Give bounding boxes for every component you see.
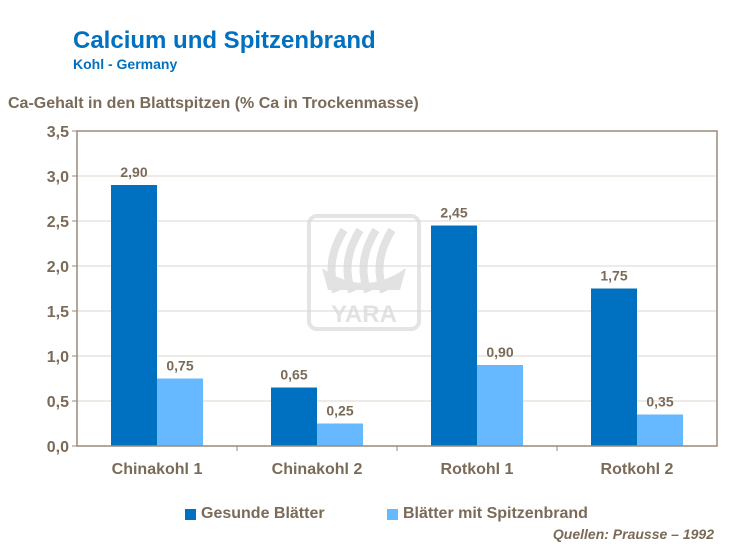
y-tick-label: 3,0 [47, 169, 69, 186]
legend-item-gesunde: Gesunde Blätter [185, 505, 325, 523]
chart-title: Calcium und Spitzenbrand [73, 27, 376, 54]
bar [157, 378, 203, 446]
source-note: Quellen: Prausse – 1992 [552, 526, 714, 542]
data-label: 0,25 [326, 403, 353, 419]
bar [591, 288, 637, 446]
bar [477, 365, 523, 446]
bar [317, 423, 363, 446]
x-tick-label: Chinakohl 1 [112, 461, 203, 478]
data-label: 0,90 [486, 344, 513, 360]
data-label: 1,75 [600, 268, 627, 284]
plot-frame [76, 130, 718, 447]
y-tick-label: 2,0 [47, 259, 69, 276]
data-label: 0,65 [280, 367, 307, 383]
bar [111, 185, 157, 446]
bar [431, 225, 477, 446]
bar [637, 414, 683, 446]
bar [271, 387, 317, 446]
data-label: 0,35 [646, 394, 673, 410]
y-tick-label: 0,5 [47, 394, 69, 411]
legend-item-spitzenbrand: Blätter mit Spitzenbrand [387, 505, 588, 523]
watermark-logo-frame [307, 214, 421, 331]
data-label: 0,75 [166, 358, 193, 374]
y-tick-label: 1,5 [47, 304, 69, 321]
y-tick-label: 3,5 [47, 124, 69, 141]
data-label: 2,45 [440, 205, 467, 221]
legend-label: Gesunde Blätter [201, 505, 325, 522]
y-axis-label: Ca-Gehalt in den Blattspitzen (% Ca in T… [8, 95, 419, 112]
legend-swatch [387, 508, 398, 520]
x-tick-label: Rotkohl 2 [601, 461, 674, 478]
legend-label: Blätter mit Spitzenbrand [403, 505, 588, 522]
chart-subtitle: Kohl - Germany [73, 56, 178, 72]
y-tick-label: 2,5 [47, 214, 69, 231]
y-tick-label: 1,0 [47, 349, 69, 366]
legend-swatch [185, 508, 196, 520]
y-tick-label: 0,0 [47, 439, 69, 456]
data-label: 2,90 [120, 164, 147, 180]
x-tick-label: Chinakohl 2 [272, 461, 363, 478]
watermark-logo-text: YARA [331, 301, 397, 328]
watermark-logo-ship [322, 268, 406, 290]
x-tick-label: Rotkohl 1 [441, 461, 514, 478]
